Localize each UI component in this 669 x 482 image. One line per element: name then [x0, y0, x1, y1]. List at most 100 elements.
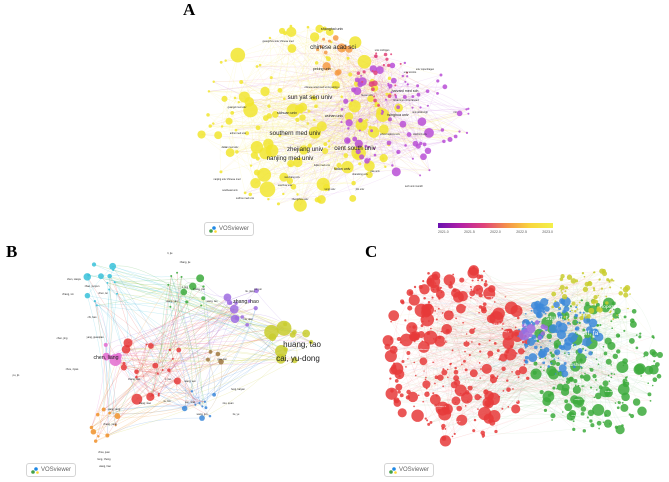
network-edge [170, 306, 203, 407]
network-edge [181, 276, 228, 298]
network-node [247, 299, 252, 303]
network-node [541, 307, 545, 310]
node-label: univ copenhagen [416, 68, 435, 71]
network-node [550, 353, 555, 358]
network-node [553, 358, 556, 360]
network-edge [571, 289, 586, 420]
network-node [444, 428, 447, 430]
network-node [483, 287, 496, 300]
network-edge [162, 369, 196, 405]
network-node [367, 145, 371, 149]
network-edge [178, 349, 196, 405]
network-node [374, 54, 377, 58]
network-node [548, 368, 559, 380]
node-label: van der maaten, l [572, 414, 589, 417]
network-node [562, 319, 565, 321]
network-node [345, 45, 353, 53]
network-edge [396, 287, 567, 382]
network-node [653, 360, 656, 363]
network-node [200, 304, 203, 307]
network-node [251, 102, 254, 105]
network-node [391, 346, 393, 349]
network-node [572, 427, 576, 431]
network-node [315, 48, 320, 52]
network-node [387, 82, 390, 85]
network-node [424, 417, 427, 420]
network-edge [525, 361, 583, 415]
network-node [109, 354, 122, 367]
network-edge [307, 37, 336, 124]
network-node [469, 290, 476, 297]
network-node [472, 429, 476, 433]
network-edge [235, 125, 360, 131]
network-node [373, 153, 377, 157]
node-label: jilin univ [355, 188, 365, 191]
network-node [477, 279, 480, 282]
network-edge [244, 96, 359, 144]
network-node [603, 351, 608, 356]
network-node [600, 287, 604, 290]
panel-a-letter: A [183, 0, 196, 19]
network-edge [161, 284, 169, 370]
network-node [511, 404, 521, 414]
network-node [168, 348, 172, 352]
network-node [120, 364, 127, 371]
network-edge [230, 78, 390, 153]
network-node [434, 310, 437, 312]
network-edge [213, 81, 362, 158]
network-edge [150, 351, 211, 398]
network-node [437, 289, 440, 292]
network-node [572, 363, 574, 366]
network-edge [168, 284, 202, 306]
network-edge [268, 90, 282, 144]
network-edge [345, 47, 406, 83]
network-node [348, 100, 361, 113]
network-node [573, 378, 578, 384]
network-edge [158, 297, 228, 396]
network-node [617, 383, 630, 396]
network-edge [207, 114, 256, 184]
network-node [436, 286, 441, 292]
network-edge [217, 316, 243, 355]
network-node [558, 364, 567, 373]
network-edge [535, 340, 609, 362]
network-edge [328, 65, 389, 72]
network-edge [412, 96, 443, 131]
network-node [95, 412, 100, 417]
network-edge [128, 346, 211, 417]
network-edge [389, 107, 421, 122]
network-node [579, 311, 582, 314]
node-label: subramanian, a [493, 322, 526, 328]
network-node [346, 56, 350, 60]
network-node [245, 322, 250, 327]
network-edge [157, 349, 179, 374]
node-label: shandong univ [352, 173, 368, 176]
network-edge [184, 324, 248, 409]
network-node [544, 312, 547, 315]
network-edge [234, 308, 312, 343]
network-node [502, 328, 514, 341]
network-edge [279, 90, 301, 206]
network-edge [466, 333, 627, 378]
network-edge [359, 70, 381, 147]
node-label: zhou, ziyao [66, 368, 79, 371]
node-label: wang, y [486, 296, 494, 298]
network-node [388, 310, 400, 322]
network-node [540, 331, 546, 336]
node-label: liu, yu [233, 413, 240, 416]
network-edge [125, 349, 211, 355]
network-edge [398, 338, 428, 421]
network-edge [450, 364, 474, 431]
network-node [364, 144, 368, 148]
network-edge [375, 59, 388, 103]
network-node [112, 268, 115, 272]
network-node [436, 79, 440, 83]
network-node [358, 162, 362, 166]
network-edge [109, 331, 272, 414]
network-node [607, 374, 610, 377]
network-edge [566, 387, 601, 402]
network-node [422, 142, 427, 147]
network-edge [362, 81, 418, 86]
network-node [525, 312, 527, 315]
network-edge [109, 405, 185, 414]
